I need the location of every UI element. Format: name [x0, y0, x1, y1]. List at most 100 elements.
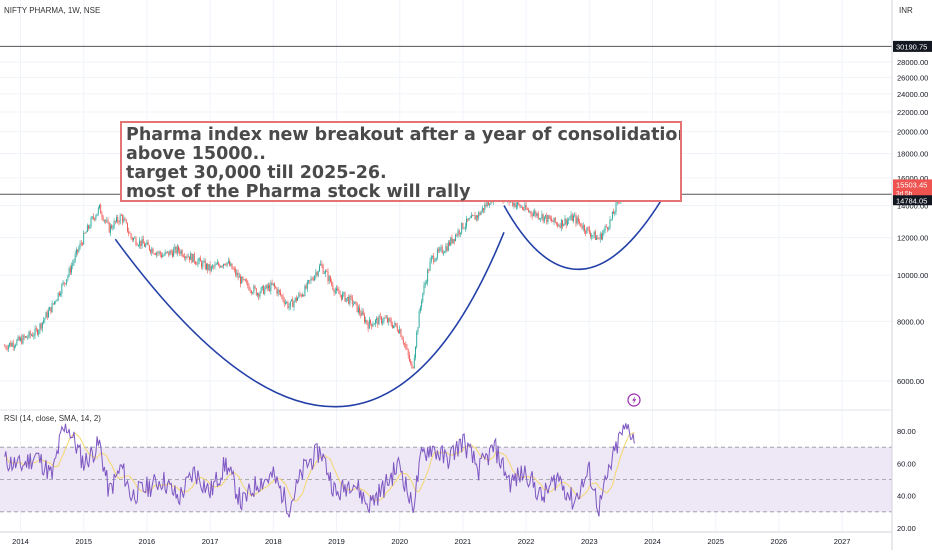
- candle-body: [49, 307, 51, 311]
- candle-body: [254, 286, 256, 289]
- candle-body: [21, 337, 23, 344]
- cup-curve-1[interactable]: [503, 188, 669, 271]
- candle-body: [574, 215, 576, 216]
- candle-body: [40, 323, 42, 329]
- candle-body: [337, 288, 339, 291]
- candle-body: [362, 311, 364, 315]
- candle-body: [85, 231, 87, 234]
- candle-body: [84, 232, 86, 234]
- candle-body: [45, 312, 47, 319]
- candle-body: [596, 237, 598, 240]
- candle-body: [370, 319, 371, 324]
- candle-body: [176, 246, 178, 254]
- candle-body: [235, 269, 237, 275]
- candle-body: [419, 307, 421, 312]
- candle-body: [334, 290, 336, 293]
- candle-body: [570, 214, 572, 220]
- candle-body: [90, 218, 92, 228]
- candle-body: [289, 301, 291, 307]
- candle-body: [274, 283, 275, 287]
- price-tick-label: 8000.00: [897, 317, 924, 326]
- candle-body: [340, 294, 342, 300]
- candle-body: [573, 215, 574, 222]
- candle-body: [553, 217, 555, 223]
- candle-body: [118, 221, 120, 223]
- candle-body: [293, 301, 295, 308]
- candle-body: [196, 263, 198, 265]
- candle-body: [464, 226, 466, 229]
- time-tick-label: 2027: [834, 537, 851, 546]
- candle-body: [156, 252, 158, 255]
- candle-body: [152, 248, 154, 254]
- candle-body: [530, 211, 532, 214]
- candle-body: [602, 233, 604, 240]
- candle-body: [112, 228, 114, 229]
- candle-body: [526, 209, 528, 210]
- candle-body: [603, 230, 605, 234]
- price-axis[interactable]: 6000.00 8000.00 10000.00 12000.00 14000.00 16…: [897, 58, 928, 386]
- candle-body: [556, 222, 557, 224]
- candle-body: [109, 225, 111, 233]
- time-tick-label: 2014: [12, 537, 29, 546]
- candle-body: [429, 261, 431, 271]
- candle-body: [588, 228, 590, 234]
- candle-body: [233, 269, 235, 270]
- candle-body: [366, 319, 368, 324]
- candle-body: [402, 339, 404, 344]
- candle-body: [518, 202, 520, 205]
- time-tick-label: 2016: [139, 537, 156, 546]
- candle-body: [463, 228, 465, 229]
- candle-body: [23, 335, 25, 338]
- time-axis[interactable]: 2014 2015 2016 2017 2018 2019 2020 2021 2022 2023…: [12, 537, 850, 546]
- symbol-label[interactable]: NIFTY PHARMA, 1W, NSE: [4, 6, 100, 15]
- candle-body: [185, 256, 187, 259]
- candle-body: [80, 243, 82, 244]
- candle-body: [71, 265, 72, 273]
- candle-body: [255, 288, 257, 296]
- candle-body: [512, 200, 514, 206]
- candle-body: [29, 331, 31, 336]
- candle-body: [576, 217, 578, 224]
- candle-body: [466, 218, 467, 227]
- candle-body: [559, 225, 561, 228]
- candle-body: [220, 266, 222, 268]
- candle-body: [105, 220, 107, 222]
- candle-body: [163, 255, 165, 256]
- time-tick-label: 2017: [202, 537, 219, 546]
- candle-body: [604, 226, 606, 231]
- candle-body: [168, 251, 170, 256]
- rsi-label[interactable]: RSI (14, close, SMA, 14, 2): [4, 414, 101, 423]
- candle-body: [400, 329, 402, 337]
- candle-body: [257, 293, 258, 296]
- price-tick-label: 16000.00: [897, 174, 928, 183]
- candle-body: [529, 211, 531, 212]
- candle-body: [9, 342, 11, 346]
- rsi-axis[interactable]: 20.00 40.00 60.00 80.00: [897, 427, 916, 533]
- candle-body: [150, 250, 151, 253]
- candle-body: [525, 204, 527, 210]
- price-tick-label: 18000.00: [897, 149, 928, 158]
- candle-body: [283, 300, 285, 304]
- candle-body: [586, 227, 588, 234]
- candle-body: [305, 285, 307, 289]
- candle-body: [332, 284, 334, 290]
- candle-body: [58, 292, 60, 296]
- candle-body: [338, 290, 340, 294]
- candle-body: [605, 226, 607, 228]
- candle-body: [180, 250, 182, 254]
- candle-body: [38, 330, 40, 335]
- candle-body: [468, 218, 470, 221]
- candle-body: [523, 209, 525, 210]
- lightning-alert-icon[interactable]: [627, 393, 641, 407]
- candle-body: [252, 292, 254, 294]
- candle-body: [428, 270, 430, 271]
- candle-body: [86, 225, 88, 232]
- candle-body: [405, 344, 407, 348]
- candle-body: [135, 237, 137, 245]
- last-price-countdown: 3d 5h: [896, 190, 913, 197]
- annotation-box[interactable]: Pharma index new breakout after a year o…: [120, 121, 682, 202]
- candle-body: [130, 233, 132, 238]
- cup-curve-0[interactable]: [114, 232, 505, 408]
